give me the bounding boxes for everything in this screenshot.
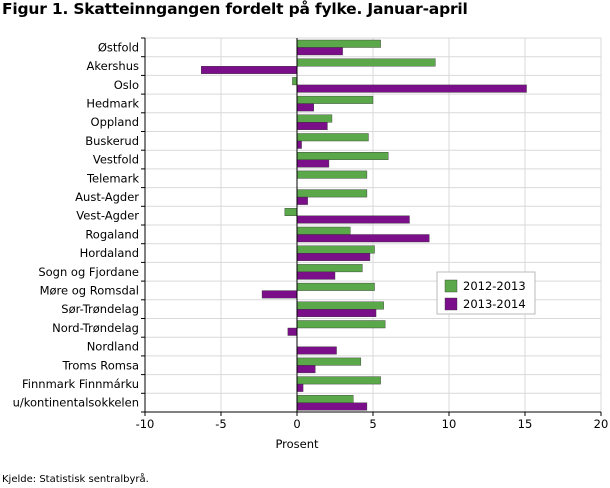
bar-series2 bbox=[296, 365, 316, 374]
bar-series2 bbox=[201, 65, 298, 74]
bar-series1 bbox=[296, 376, 381, 385]
category-label: Telemark bbox=[86, 171, 139, 185]
bar-series2 bbox=[296, 122, 328, 131]
bar-series1 bbox=[296, 301, 384, 310]
x-tick-label: 10 bbox=[442, 417, 457, 431]
bars bbox=[201, 39, 527, 411]
category-label: Sør-Trøndelag bbox=[61, 302, 139, 316]
bar-series1 bbox=[296, 114, 333, 123]
x-tick-label: 5 bbox=[369, 417, 376, 431]
source-note: Kjelde: Statistisk sentralbyrå. bbox=[2, 474, 149, 485]
bar-series1 bbox=[296, 170, 368, 179]
bar-series2 bbox=[296, 196, 308, 205]
category-label: Sogn og Fjordane bbox=[38, 265, 139, 279]
bar-series2 bbox=[296, 383, 304, 392]
bar-series2 bbox=[296, 271, 336, 280]
bar-series1 bbox=[296, 357, 362, 366]
legend-swatch bbox=[444, 297, 458, 311]
category-label: Troms Romsa bbox=[62, 358, 139, 372]
bar-series2 bbox=[261, 290, 298, 299]
legend-label: 2013-2014 bbox=[463, 297, 526, 311]
x-tick-label: -10 bbox=[136, 417, 155, 431]
bar-series1 bbox=[296, 95, 374, 104]
bar-series1 bbox=[296, 133, 369, 142]
bar-series2 bbox=[296, 309, 377, 317]
category-label: Hordaland bbox=[80, 246, 139, 260]
chart-title: Figur 1. Skatteinngangen fordelt på fylk… bbox=[2, 0, 468, 18]
legend-swatch bbox=[444, 279, 458, 293]
x-axis-label: Prosent bbox=[275, 437, 319, 451]
category-label: Oslo bbox=[114, 78, 139, 92]
bar-series2 bbox=[287, 327, 298, 336]
bar-series1 bbox=[284, 208, 298, 217]
category-labels: Østfold Akershus Oslo Hedmark Oppland Buskeru… bbox=[13, 40, 140, 409]
bar-series2 bbox=[296, 140, 302, 149]
bar-series2 bbox=[296, 252, 371, 261]
category-label: Akershus bbox=[87, 59, 139, 73]
x-tick-label: 15 bbox=[518, 417, 533, 431]
bar-series1 bbox=[292, 77, 298, 86]
category-label: Aust-Agder bbox=[75, 190, 139, 204]
category-label: u/kontinentalsokkelen bbox=[13, 396, 139, 410]
legend: 2012-2013 2013-2014 bbox=[436, 271, 536, 315]
bar-series2 bbox=[296, 234, 430, 243]
x-tick-label: 0 bbox=[293, 417, 300, 431]
x-tick-label: -5 bbox=[215, 417, 226, 431]
category-label: Oppland bbox=[91, 115, 139, 129]
grid-lines bbox=[144, 37, 602, 413]
bar-series1 bbox=[296, 264, 363, 273]
category-label: Vestfold bbox=[93, 153, 139, 167]
category-label: Rogaland bbox=[85, 227, 139, 241]
category-label: Nordland bbox=[87, 340, 139, 354]
x-tick-label: 20 bbox=[594, 417, 609, 431]
bar-series2 bbox=[296, 84, 527, 93]
bar-series1 bbox=[296, 226, 351, 235]
bar-series2 bbox=[296, 215, 410, 224]
bar-series2 bbox=[296, 346, 337, 355]
x-tick-labels: -10 -5 0 5 10 15 20 bbox=[136, 417, 609, 431]
bar-series1 bbox=[296, 151, 389, 160]
category-label: Vest-Agder bbox=[76, 209, 139, 223]
bar-series1 bbox=[296, 245, 375, 254]
category-label: Nord-Trøndelag bbox=[52, 321, 139, 335]
bar-series1 bbox=[296, 320, 386, 329]
bar-series2 bbox=[296, 47, 343, 56]
category-label: Buskerud bbox=[85, 134, 139, 148]
bar-series2 bbox=[296, 159, 330, 168]
bar-series1 bbox=[296, 189, 368, 198]
category-label: Østfold bbox=[98, 40, 139, 54]
legend-label: 2012-2013 bbox=[463, 279, 526, 293]
bar-series1 bbox=[296, 58, 436, 67]
category-label: Finnmark Finnmárku bbox=[22, 377, 139, 391]
axes bbox=[141, 37, 602, 416]
category-label: Møre og Romsdal bbox=[40, 283, 139, 297]
bar-series1 bbox=[296, 395, 354, 403]
bar-series2 bbox=[296, 402, 368, 411]
bar-series1 bbox=[296, 39, 381, 48]
bar-series2 bbox=[296, 103, 314, 112]
category-label: Hedmark bbox=[86, 96, 139, 110]
bar-series1 bbox=[296, 282, 375, 291]
